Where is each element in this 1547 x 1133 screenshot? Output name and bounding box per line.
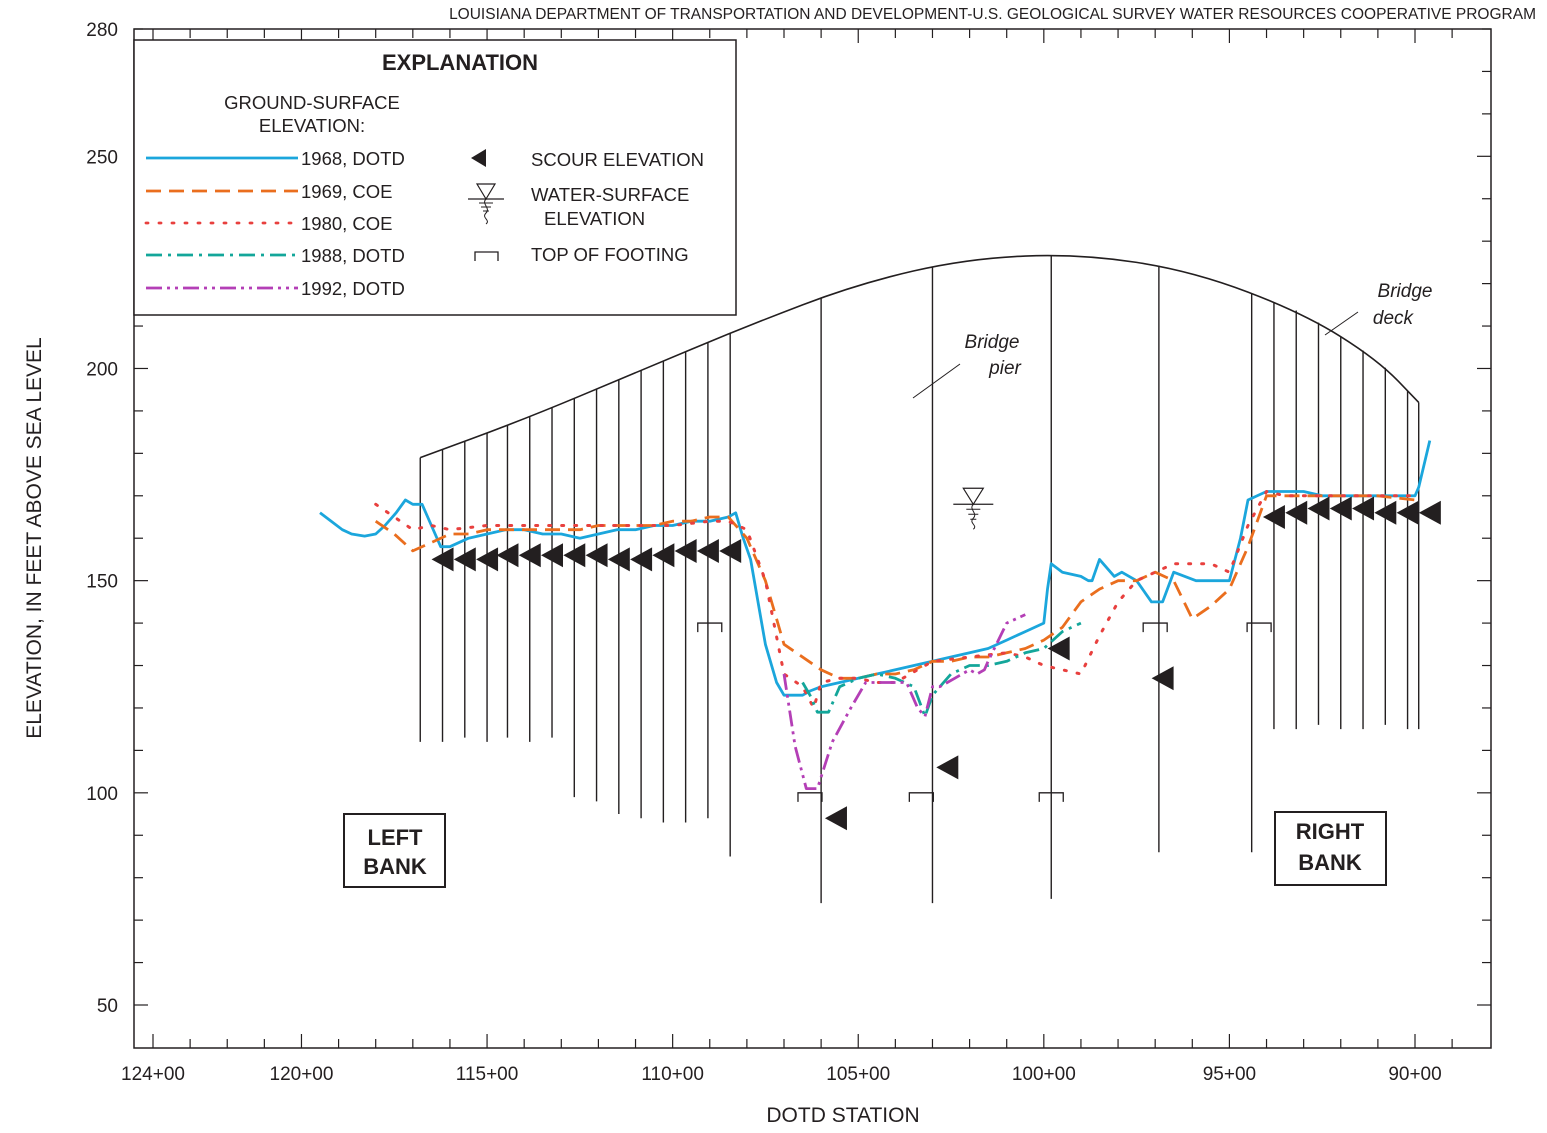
left-bank-label-line1: LEFT	[368, 825, 424, 850]
top-of-footing-mark	[1038, 792, 1064, 802]
program-header: LOUISIANA DEPARTMENT OF TRANSPORTATION A…	[449, 6, 1536, 23]
left-bank-label-line2: BANK	[363, 854, 427, 879]
scour-marker	[431, 547, 454, 572]
scour-marker	[1307, 496, 1330, 521]
x-axis-title: DOTD STATION	[766, 1104, 919, 1127]
y-tick-label: 250	[86, 147, 118, 168]
legend-ground-heading-line2: ELEVATION:	[259, 115, 365, 136]
scour-marker	[496, 543, 519, 568]
legend-series-label: 1969, COE	[301, 181, 393, 202]
water-surface-dashes	[966, 508, 981, 520]
bridge-pier-note-line1: Bridge	[965, 332, 1020, 353]
scour-marker	[1151, 666, 1174, 691]
x-tick-label: 115+00	[456, 1064, 519, 1085]
scour-marker	[1262, 505, 1285, 529]
right-bank-label-line1: RIGHT	[1296, 819, 1365, 844]
legend-water-label-line1: WATER-SURFACE	[531, 184, 689, 205]
top-of-footing-mark	[1142, 622, 1168, 633]
y-axis-title: ELEVATION, IN FEET ABOVE SEA LEVEL	[23, 337, 46, 739]
scour-marker	[585, 543, 608, 568]
legend-footing-label: TOP OF FOOTING	[531, 244, 689, 265]
x-tick-label: 95+00	[1203, 1064, 1256, 1085]
right-bank-box	[1274, 811, 1387, 886]
legend-series-label: 1988, DOTD	[301, 245, 405, 266]
series-line-1992	[782, 613, 1026, 790]
legend-title: EXPLANATION	[382, 50, 538, 75]
scour-marker	[936, 755, 959, 780]
x-tick-label: 105+00	[826, 1064, 890, 1085]
x-tick-label: 90+00	[1388, 1064, 1441, 1085]
y-tick-label: 100	[86, 784, 118, 805]
bridge-pier-leader	[912, 363, 961, 399]
scour-marker	[518, 543, 541, 568]
x-tick-label: 124+00	[121, 1064, 185, 1085]
scour-marker	[1396, 500, 1419, 525]
top-of-footing-mark	[797, 792, 823, 802]
footing-legend-icon	[474, 251, 499, 261]
bridge-pier-note-line2: pier	[988, 358, 1021, 379]
series-line-1988	[801, 621, 1082, 718]
y-tick-labels: 50 100 150 200 250 280	[86, 20, 118, 1017]
y-tick-label: 200	[86, 359, 118, 380]
y-tick-label: 150	[86, 572, 118, 593]
scour-marker	[563, 543, 586, 568]
water-surface-marker	[953, 487, 994, 530]
scour-markers	[431, 496, 1441, 831]
scour-marker	[1329, 496, 1352, 521]
bridge-deck-note-line1: Bridge	[1378, 281, 1433, 302]
right-bank-label-line2: BANK	[1298, 850, 1362, 875]
legend-water-label-line2: ELEVATION	[544, 208, 645, 229]
scour-marker	[453, 547, 476, 572]
series-line-1969	[374, 494, 1416, 680]
water-surface-legend-icon	[468, 183, 504, 225]
y-tick-label: 50	[97, 996, 118, 1017]
scour-marker	[476, 547, 499, 572]
scour-marker	[824, 806, 847, 831]
legend-series-label: 1992, DOTD	[301, 278, 405, 299]
water-surface-markers	[953, 487, 994, 530]
top-of-footing-mark	[1246, 622, 1272, 633]
ground-surface-series	[319, 440, 1432, 790]
x-tick-label: 100+00	[1012, 1064, 1076, 1085]
water-surface-triangle	[962, 487, 985, 506]
scour-marker	[1418, 500, 1441, 525]
series-line-1968	[319, 440, 1432, 697]
legend-scour-label: SCOUR ELEVATION	[531, 149, 704, 170]
x-tick-labels: 124+00 120+00 115+00 110+00 105+00 100+00 95+0…	[121, 1064, 1442, 1085]
scour-marker	[630, 547, 653, 572]
scour-marker	[696, 538, 719, 563]
x-tick-label: 120+00	[270, 1064, 334, 1085]
top-of-footing-mark	[908, 792, 934, 802]
scour-marker	[1374, 500, 1397, 525]
x-tick-label: 110+00	[641, 1064, 704, 1085]
scour-legend-icon	[471, 149, 486, 167]
top-of-footing-marks	[697, 622, 1272, 802]
scour-marker	[674, 538, 697, 563]
top-of-footing-mark	[697, 622, 723, 633]
scour-marker	[652, 543, 675, 568]
legend-ground-heading-line1: GROUND-SURFACE	[224, 92, 400, 113]
scour-marker	[1285, 500, 1308, 525]
scour-marker	[1352, 496, 1375, 521]
bridge-piles	[419, 255, 1420, 904]
bridge-deck-line	[419, 254, 1420, 459]
y-tick-label: 280	[86, 20, 118, 41]
water-surface-squiggle	[971, 503, 976, 530]
scour-marker	[719, 538, 742, 563]
legend-box	[133, 39, 737, 316]
scour-marker	[607, 547, 630, 572]
bridge-deck-note-line2: deck	[1373, 308, 1415, 329]
left-bank-box	[343, 813, 446, 888]
legend-series-label: 1968, DOTD	[301, 148, 405, 169]
scour-marker	[541, 543, 564, 568]
legend: EXPLANATION GROUND-SURFACE ELEVATION: 19…	[133, 39, 737, 316]
bridge-deck-leader	[1324, 311, 1359, 336]
scour-marker	[1047, 636, 1070, 661]
legend-series-entries: 1968, DOTD 1969, COE 1980, COE 1988, DOTD 19…	[144, 148, 405, 299]
series-line-1980	[374, 490, 1417, 710]
legend-series-label: 1980, COE	[301, 213, 393, 234]
